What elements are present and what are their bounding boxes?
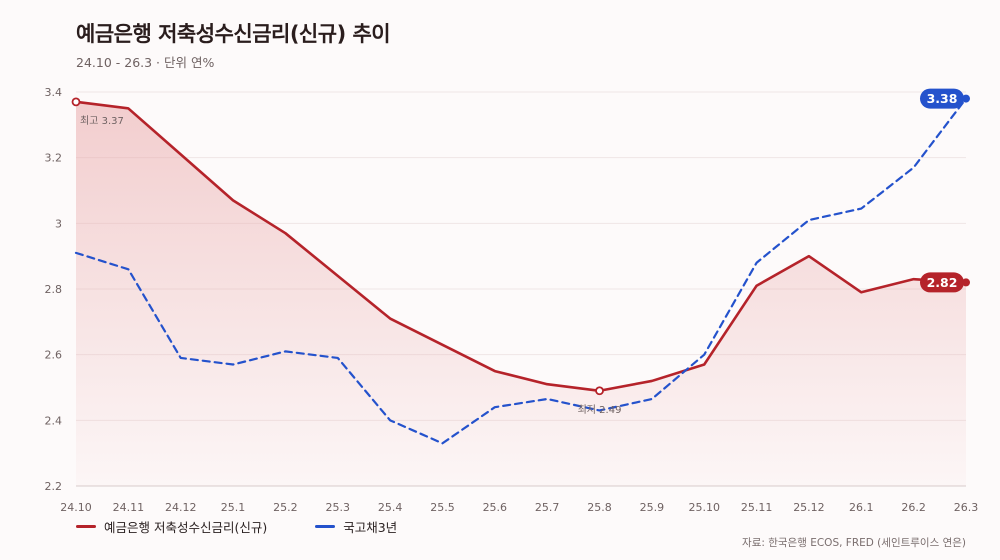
end-label-badge-deposit xyxy=(920,272,964,293)
x-tick-label: 25.4 xyxy=(378,501,403,514)
annotation-label: 최고 3.37 xyxy=(80,115,124,127)
y-tick-label: 3 xyxy=(55,217,62,230)
line-bond xyxy=(74,97,968,445)
x-tick-label: 24.12 xyxy=(165,501,197,514)
area-deposit xyxy=(76,101,966,486)
annotation-point-0 xyxy=(71,97,81,107)
x-tick-label: 25.7 xyxy=(535,501,560,514)
end-label-bond: 3.38 xyxy=(927,91,958,106)
annotation-label: 최저 2.49 xyxy=(578,404,622,416)
end-point-bond xyxy=(962,94,970,103)
legend-label-bond: 국고채3년 xyxy=(343,520,398,535)
y-tick-label: 2.8 xyxy=(45,283,63,296)
y-tick-label: 2.4 xyxy=(45,414,63,427)
x-tick-label: 25.6 xyxy=(483,501,508,514)
x-tick-label: 25.11 xyxy=(741,501,773,514)
x-tick-label: 25.10 xyxy=(688,501,720,514)
x-tick-label: 24.10 xyxy=(60,501,92,514)
x-tick-label: 25.3 xyxy=(326,501,351,514)
legend-label-deposit: 예금은행 저축성수신금리(신규) xyxy=(104,520,268,535)
x-tick-label: 25.1 xyxy=(221,501,246,514)
y-tick-label: 2.6 xyxy=(45,349,63,362)
x-tick-label: 25.5 xyxy=(430,501,455,514)
legend-swatch-deposit xyxy=(76,525,96,528)
end-label-deposit: 2.82 xyxy=(927,275,958,290)
x-tick-label: 26.2 xyxy=(901,501,926,514)
x-tick-label: 25.12 xyxy=(793,501,825,514)
y-tick-label: 2.2 xyxy=(45,480,63,493)
legend-swatch-bond xyxy=(315,525,336,528)
x-tick-label: 26.1 xyxy=(849,501,874,514)
source-note: 자료: 한국은행 ECOS, FRED (세인트루이스 연은) xyxy=(742,537,966,549)
legend-item-bond: 국고채3년 xyxy=(315,517,397,536)
chart-legend: 예금은행 저축성수신금리(신규) 국고채3년 xyxy=(76,517,397,536)
x-tick-label: 24.11 xyxy=(113,501,145,514)
y-tick-label: 3.4 xyxy=(45,86,63,99)
chart-subtitle: 24.10 - 26.3 · 단위 연% xyxy=(76,55,215,70)
x-tick-label: 25.9 xyxy=(640,501,665,514)
y-tick-label: 3.2 xyxy=(45,152,63,165)
end-point-deposit xyxy=(962,278,970,287)
x-tick-label: 25.2 xyxy=(273,501,298,514)
chart-title: 예금은행 저축성수신금리(신규) 추이 xyxy=(76,22,391,46)
annotation-point-10 xyxy=(595,386,604,396)
legend-item-deposit: 예금은행 저축성수신금리(신규) xyxy=(76,517,267,536)
x-tick-label: 26.3 xyxy=(954,501,979,514)
x-tick-label: 25.8 xyxy=(587,501,612,514)
end-label-badge-bond xyxy=(920,88,964,109)
line-deposit xyxy=(74,100,968,393)
